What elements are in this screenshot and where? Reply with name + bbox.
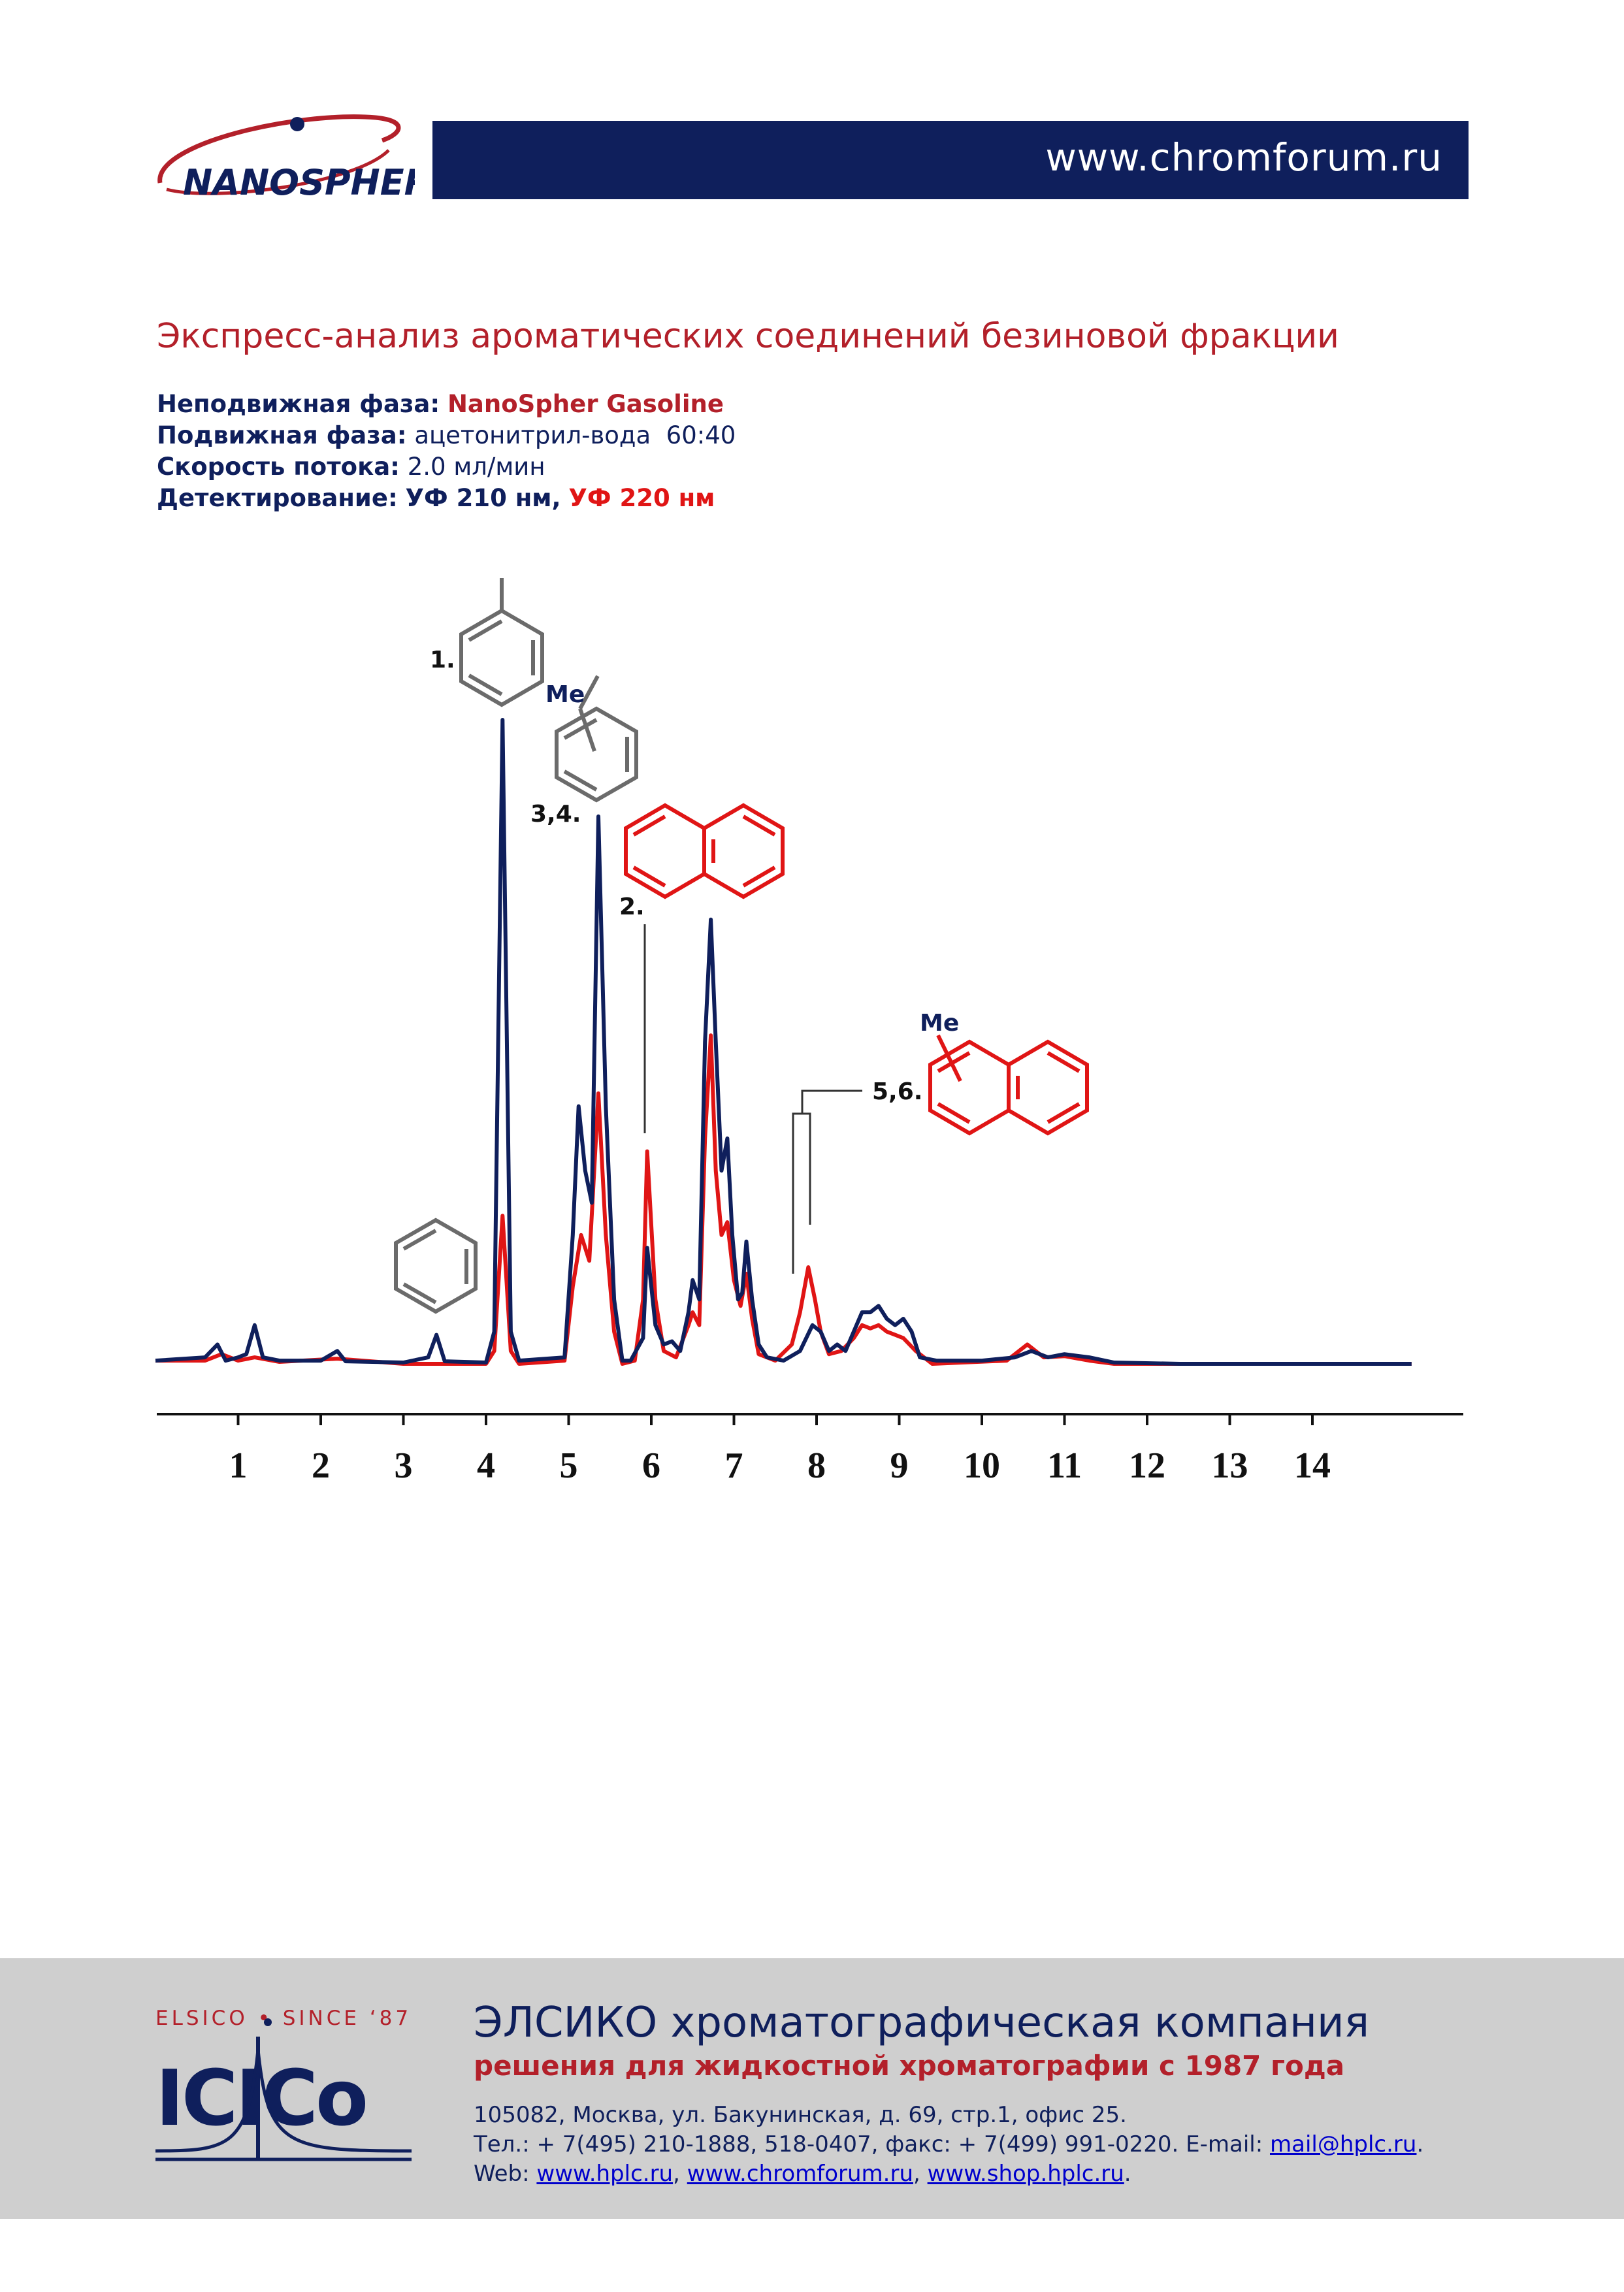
phones-text: Тел.: + 7(495) 210-1888, 518-0407, факс:… [474,2131,1270,2157]
benzene-structure-icon [394,1218,478,1314]
stationary-phase-label: Неподвижная фаза: [157,390,440,418]
web-link-chromforum[interactable]: www.chromforum.ru [687,2161,913,2187]
web-end: . [1124,2161,1131,2187]
phones-line: Тел.: + 7(495) 210-1888, 518-0407, факс:… [474,2130,1423,2159]
detection-uv210: УФ 210 нм [405,484,552,512]
web-prefix: Web: [474,2161,537,2187]
web-link-shop[interactable]: www.shop.hplc.ru [927,2161,1124,2187]
footer: ELSICO • SINCE ‘87 ICICo ЭЛСИКО хроматог… [0,1958,1624,2219]
page-title: Экспресс-анализ ароматических соединений… [157,317,1339,356]
mobile-phase-row: Подвижная фаза: ацетонитрил-вода 60:40 [157,420,736,451]
mobile-phase-label: Подвижная фаза: [157,421,407,449]
x-tick-label: 13 [1212,1445,1248,1486]
email-suffix: . [1416,2131,1424,2157]
naphthalene-structure-icon [624,803,785,899]
company-contacts: 105082, Москва, ул. Бакунинская, д. 69, … [474,2101,1423,2189]
header-url[interactable]: www.chromforum.ru [1045,135,1442,180]
web-line: Web: www.hplc.ru, www.chromforum.ru, www… [474,2159,1423,2189]
method-parameters: Неподвижная фаза: NanoSpher Gasoline Под… [157,389,736,514]
web-separator-2: , [913,2161,928,2187]
flow-rate-value: 2.0 мл/мин [407,453,545,481]
x-tick-label: 4 [477,1445,495,1486]
mobile-phase-value: ацетонитрил-вода 60:40 [414,421,736,449]
xylene-structure-icon [555,675,638,803]
elsico-logo: ELSICO • SINCE ‘87 ICICo [155,2007,412,2161]
x-tick-label: 2 [312,1445,330,1486]
x-tick-label: 3 [395,1445,413,1486]
web-separator-1: , [673,2161,687,2187]
peak-label-1: 1. [430,647,455,673]
peak-label-5-6: 5,6. [872,1078,922,1105]
logo-letters: ICICo [155,2053,366,2143]
detection-uv220: УФ 220 нм [568,484,715,512]
stationary-phase-value: NanoSpher Gasoline [447,390,724,418]
company-tagline: решения для жидкостной хроматографии с 1… [474,2050,1345,2082]
company-name: ЭЛСИКО хроматографическая компания [474,1999,1370,2047]
peak-5-6-leader [792,1090,862,1274]
x-tick-label: 14 [1294,1445,1331,1486]
series-line [155,718,1412,1366]
web-link-hplc[interactable]: www.hplc.ru [536,2161,674,2187]
x-axis-ticks: 1 2 3 4 5 6 7 8 9 10 11 12 13 14 [229,1414,1331,1486]
nanospher-logo: NANOSPHER [157,114,415,203]
methylnaphthalene-structure-icon [928,1034,1089,1136]
address-line: 105082, Москва, ул. Бакунинская, д. 69, … [474,2102,1127,2128]
x-tick-label: 5 [560,1445,578,1486]
toluene-structure-icon [459,578,544,707]
x-tick-label: 12 [1129,1445,1165,1486]
peak-label-3-4: 3,4. [530,801,581,828]
header-url-bar: www.chromforum.ru [432,121,1469,199]
x-tick-label: 11 [1047,1445,1082,1486]
x-tick-label: 1 [229,1445,248,1486]
flow-rate-label: Скорость потока: [157,453,400,481]
chromatogram-series [155,718,1412,1366]
x-tick-label: 6 [642,1445,660,1486]
flow-rate-row: Скорость потока: 2.0 мл/мин [157,451,736,483]
logo-slogan: ELSICO • SINCE ‘87 [155,2007,412,2030]
detection-label: Детектирование: [157,484,398,512]
detection-row: Детектирование: УФ 210 нм, УФ 220 нм [157,483,736,514]
email-link[interactable]: mail@hplc.ru [1270,2131,1417,2157]
logo-text: NANOSPHER [183,162,415,203]
methyl-label-1: Me [545,681,585,708]
methyl-label-2: Me [920,1010,959,1037]
x-tick-label: 7 [725,1445,743,1486]
chromatogram-chart: 1 2 3 4 5 6 7 8 9 10 11 12 13 14 1. Me 3,4. 2. [155,578,1463,1486]
x-tick-label: 9 [890,1445,909,1486]
series-line [155,1033,1412,1366]
x-tick-label: 8 [807,1445,826,1486]
detection-separator: , [551,484,561,512]
peak-label-2: 2. [619,894,645,920]
stationary-phase-row: Неподвижная фаза: NanoSpher Gasoline [157,389,736,420]
x-tick-label: 10 [964,1445,1000,1486]
